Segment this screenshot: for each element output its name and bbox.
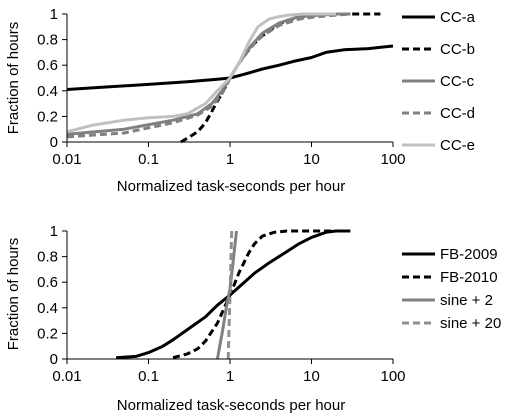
- x-axis-title-fb: Normalized task-seconds per hour: [117, 397, 345, 414]
- cdf-chart-cc: 0.01 0.1 1 10 100 0 0.2 0.4 0.6 0.8 1 Normalized t…: [5, 6, 476, 195]
- x-tick-label-fb: 0.01: [52, 368, 81, 385]
- y-tick-label-fb: 0: [50, 351, 58, 368]
- legend-label: CC-b: [440, 41, 475, 58]
- series-line-cc-b: [180, 12, 381, 144]
- y-tick-label-fb: 0.8: [37, 249, 58, 266]
- ticks-cc: 0.01 0.1 1 10 100 0 0.2 0.4 0.6 0.8 1: [37, 6, 405, 168]
- x-tick-label-fb: 1: [226, 368, 234, 385]
- series-line-cc-a: [66, 44, 394, 91]
- x-tick-label-cc: 1: [226, 151, 234, 168]
- y-tick-label-fb: 1: [50, 223, 58, 240]
- plot-lines-fb: [116, 229, 351, 360]
- y-tick-label-cc: 0.2: [37, 108, 58, 125]
- x-tick-label-fb: 0.1: [138, 368, 159, 385]
- series-line-cc-e: [66, 12, 336, 134]
- legend-label: CC-e: [440, 137, 475, 154]
- x-tick-label-fb: 100: [380, 368, 405, 385]
- legend-label: CC-a: [440, 9, 476, 26]
- x-tick-label-cc: 100: [380, 151, 405, 168]
- y-tick-label-cc: 0.4: [37, 83, 58, 100]
- series-line-fb-2010: [172, 229, 336, 360]
- x-tick-label-fb: 10: [303, 368, 320, 385]
- x-tick-label-cc: 0.1: [138, 151, 159, 168]
- legend-label: FB-2009: [440, 246, 498, 263]
- y-tick-label-fb: 0.2: [37, 325, 58, 342]
- cdf-chart-fb: 0.01 0.1 1 10 100 0 0.2 0.4 0.6 0.8 1 Normalized t…: [5, 223, 501, 414]
- y-tick-label-cc: 0.8: [37, 32, 58, 49]
- legend-label: sine + 20: [440, 315, 501, 332]
- legend-label: FB-2010: [440, 269, 498, 286]
- x-tick-label-cc: 10: [303, 151, 320, 168]
- legend-label: sine + 2: [440, 292, 493, 309]
- y-tick-label-fb: 0.6: [37, 274, 58, 291]
- y-axis-title-cc: Fraction of hours: [5, 22, 22, 135]
- y-axis-title-fb: Fraction of hours: [5, 238, 22, 351]
- legend-cc: CC-a CC-b CC-c CC-d CC-e: [402, 9, 476, 154]
- x-axis-title-cc: Normalized task-seconds per hour: [117, 178, 345, 195]
- series-line-fb-2009: [116, 229, 351, 360]
- series-line-sine-20: [226, 230, 234, 360]
- y-tick-label-cc: 1: [50, 6, 58, 23]
- series-line-sine-2: [215, 230, 238, 360]
- y-tick-label-cc: 0: [50, 134, 58, 151]
- y-tick-label-fb: 0.4: [37, 300, 58, 317]
- legend-label: CC-c: [440, 73, 475, 90]
- ticks-fb: 0.01 0.1 1 10 100 0 0.2 0.4 0.6 0.8 1: [37, 223, 405, 385]
- x-tick-label-cc: 0.01: [52, 151, 81, 168]
- legend-label: CC-d: [440, 105, 475, 122]
- plot-lines-cc: [66, 12, 394, 144]
- legend-fb: FB-2009 FB-2010 sine + 2 sine + 20: [402, 246, 501, 332]
- y-tick-label-cc: 0.6: [37, 57, 58, 74]
